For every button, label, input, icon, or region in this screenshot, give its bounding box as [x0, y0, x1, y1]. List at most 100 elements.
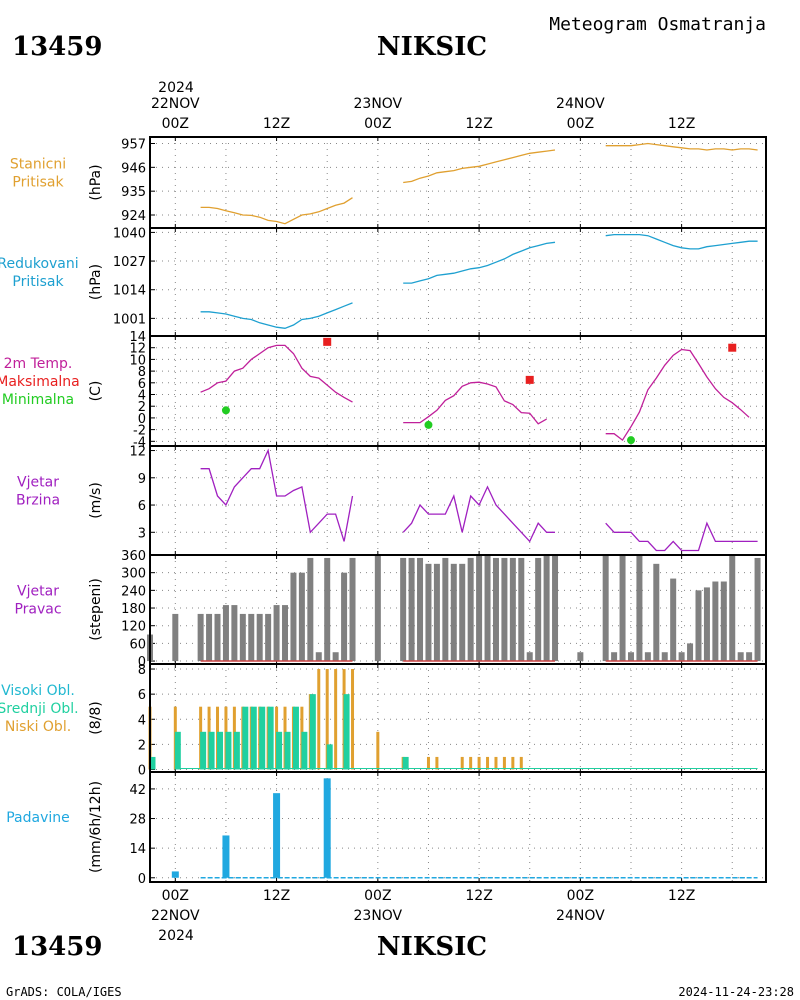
series-line [200, 344, 353, 403]
y-tick-label: 4 [138, 713, 146, 728]
y-tick-label: 1040 [113, 226, 146, 241]
low-cloud-bar [519, 756, 523, 770]
y-tick-label: 42 [129, 783, 146, 798]
low-cloud-bar [486, 756, 490, 770]
mid-cloud-bar [225, 731, 232, 770]
panel-label: Stanicni [10, 157, 66, 173]
y-tick-label: 0 [138, 412, 146, 427]
wind-direction-bar [231, 605, 238, 662]
panel-label: Niski Obl. [5, 719, 71, 735]
top-hour-label: 12Z [263, 116, 290, 132]
mid-cloud-bar [200, 731, 207, 770]
top-hour-label: 00Z [364, 116, 391, 132]
y-tick-label: 14 [129, 842, 146, 857]
bottom-time-axis: 00Z 22NOV 12Z 00Z 23NOV 12Z 00Z 24NOV 12Z [151, 888, 695, 924]
y-tick-label: 2 [138, 400, 146, 415]
y-tick-label: 3 [138, 526, 146, 541]
wind-direction-bar [417, 557, 424, 662]
bottom-year: 2024 [158, 928, 194, 944]
y-tick-label: 6 [138, 688, 146, 703]
wind-direction-bar [476, 555, 483, 662]
series-line [403, 149, 556, 184]
y-tick-label: 4 [138, 389, 146, 404]
y-tick-label: 6 [138, 499, 146, 514]
y-tick-label: 924 [121, 209, 146, 224]
wind-direction-bar [273, 605, 280, 662]
y-tick-label: 12 [129, 445, 146, 460]
wind-direction-bar [720, 581, 727, 662]
y-axis-label: (stepeni) [88, 578, 104, 641]
y-tick-label: 935 [121, 185, 146, 200]
y-tick-label: 9 [138, 472, 146, 487]
mid-cloud-bar [309, 694, 316, 770]
panel-cloud_cover: 0 2 4 6 8 Visoki Obl. Srednji Obl. Niski Obl. (8… [0, 663, 767, 778]
wind-direction-bar [754, 557, 761, 662]
wind-direction-bar [695, 590, 702, 662]
y-tick-label: 2 [138, 738, 146, 753]
series-line [200, 197, 353, 225]
bottom-hour-label: 00Z [567, 888, 594, 904]
mid-cloud-bar [208, 731, 215, 770]
wind-direction-bar [678, 652, 685, 662]
top-hour-label: 00Z [162, 116, 189, 132]
y-tick-label: 957 [121, 138, 146, 153]
wind-direction-bar [442, 557, 449, 662]
wind-direction-bar [256, 613, 263, 662]
top-hour-label: 12Z [668, 116, 695, 132]
wind-direction-bar [222, 605, 229, 662]
bottom-date-label: 22NOV [151, 908, 200, 924]
panel-frame [149, 445, 767, 556]
wind-direction-bar [687, 643, 694, 662]
y-tick-label: 1027 [113, 255, 146, 270]
panel-label: Maksimalna [0, 374, 80, 390]
panel-frame [149, 227, 767, 337]
top-hour-label: 00Z [567, 116, 594, 132]
low-cloud-bar [325, 669, 329, 770]
low-cloud-bar [426, 756, 430, 770]
wind-direction-bar [501, 557, 508, 662]
low-cloud-bar [494, 756, 498, 770]
y-axis-label: (mm/6h/12h) [88, 781, 104, 873]
wind-direction-bar [248, 613, 255, 662]
low-cloud-bar [317, 669, 321, 770]
panel-label: Padavine [6, 810, 70, 826]
wind-direction-bar [552, 555, 559, 662]
wind-direction-bar [712, 581, 719, 662]
low-cloud-bar [435, 756, 439, 770]
wind-direction-bar [611, 652, 618, 662]
wind-direction-bar [341, 572, 348, 662]
y-tick-label: 8 [138, 365, 146, 380]
panel-label: 2m Temp. [4, 356, 73, 372]
panel-station_pressure: 924 935 946 957 Stanicni Pritisak (hPa) [10, 136, 767, 229]
bottom-hour-label: 12Z [668, 888, 695, 904]
wind-direction-bar [484, 555, 491, 662]
series-line [402, 485, 555, 543]
wind-direction-bar [509, 557, 516, 662]
y-tick-label: 946 [121, 161, 146, 176]
bottom-hour-label: 12Z [465, 888, 492, 904]
wind-direction-bar [307, 557, 314, 662]
wind-direction-bar [653, 563, 660, 662]
panel-label: Vjetar [17, 584, 59, 600]
wind-direction-bar [282, 605, 289, 662]
wind-direction-bar [290, 572, 297, 662]
wind-direction-bar [627, 652, 634, 662]
tmax-marker [728, 343, 737, 352]
wind-direction-bar [526, 652, 533, 662]
series-line [403, 381, 547, 425]
series-line [200, 302, 353, 329]
wind-direction-bar [729, 555, 736, 662]
station-name-top: NIKSIC [377, 32, 487, 62]
series-line [605, 142, 758, 151]
panel-label: Vjetar [17, 475, 59, 491]
y-tick-label: 10 [129, 353, 146, 368]
bottom-date-label: 24NOV [556, 908, 605, 924]
y-tick-label: -2 [133, 424, 146, 439]
bottom-hour-label: 12Z [263, 888, 290, 904]
panel-label: Minimalna [2, 392, 74, 408]
wind-direction-bar [332, 652, 339, 662]
mid-cloud-bar [250, 706, 257, 770]
wind-direction-bar [543, 555, 550, 662]
y-tick-label: 1014 [113, 284, 146, 299]
footer-timestamp: 2024-11-24-23:28 [678, 985, 794, 999]
